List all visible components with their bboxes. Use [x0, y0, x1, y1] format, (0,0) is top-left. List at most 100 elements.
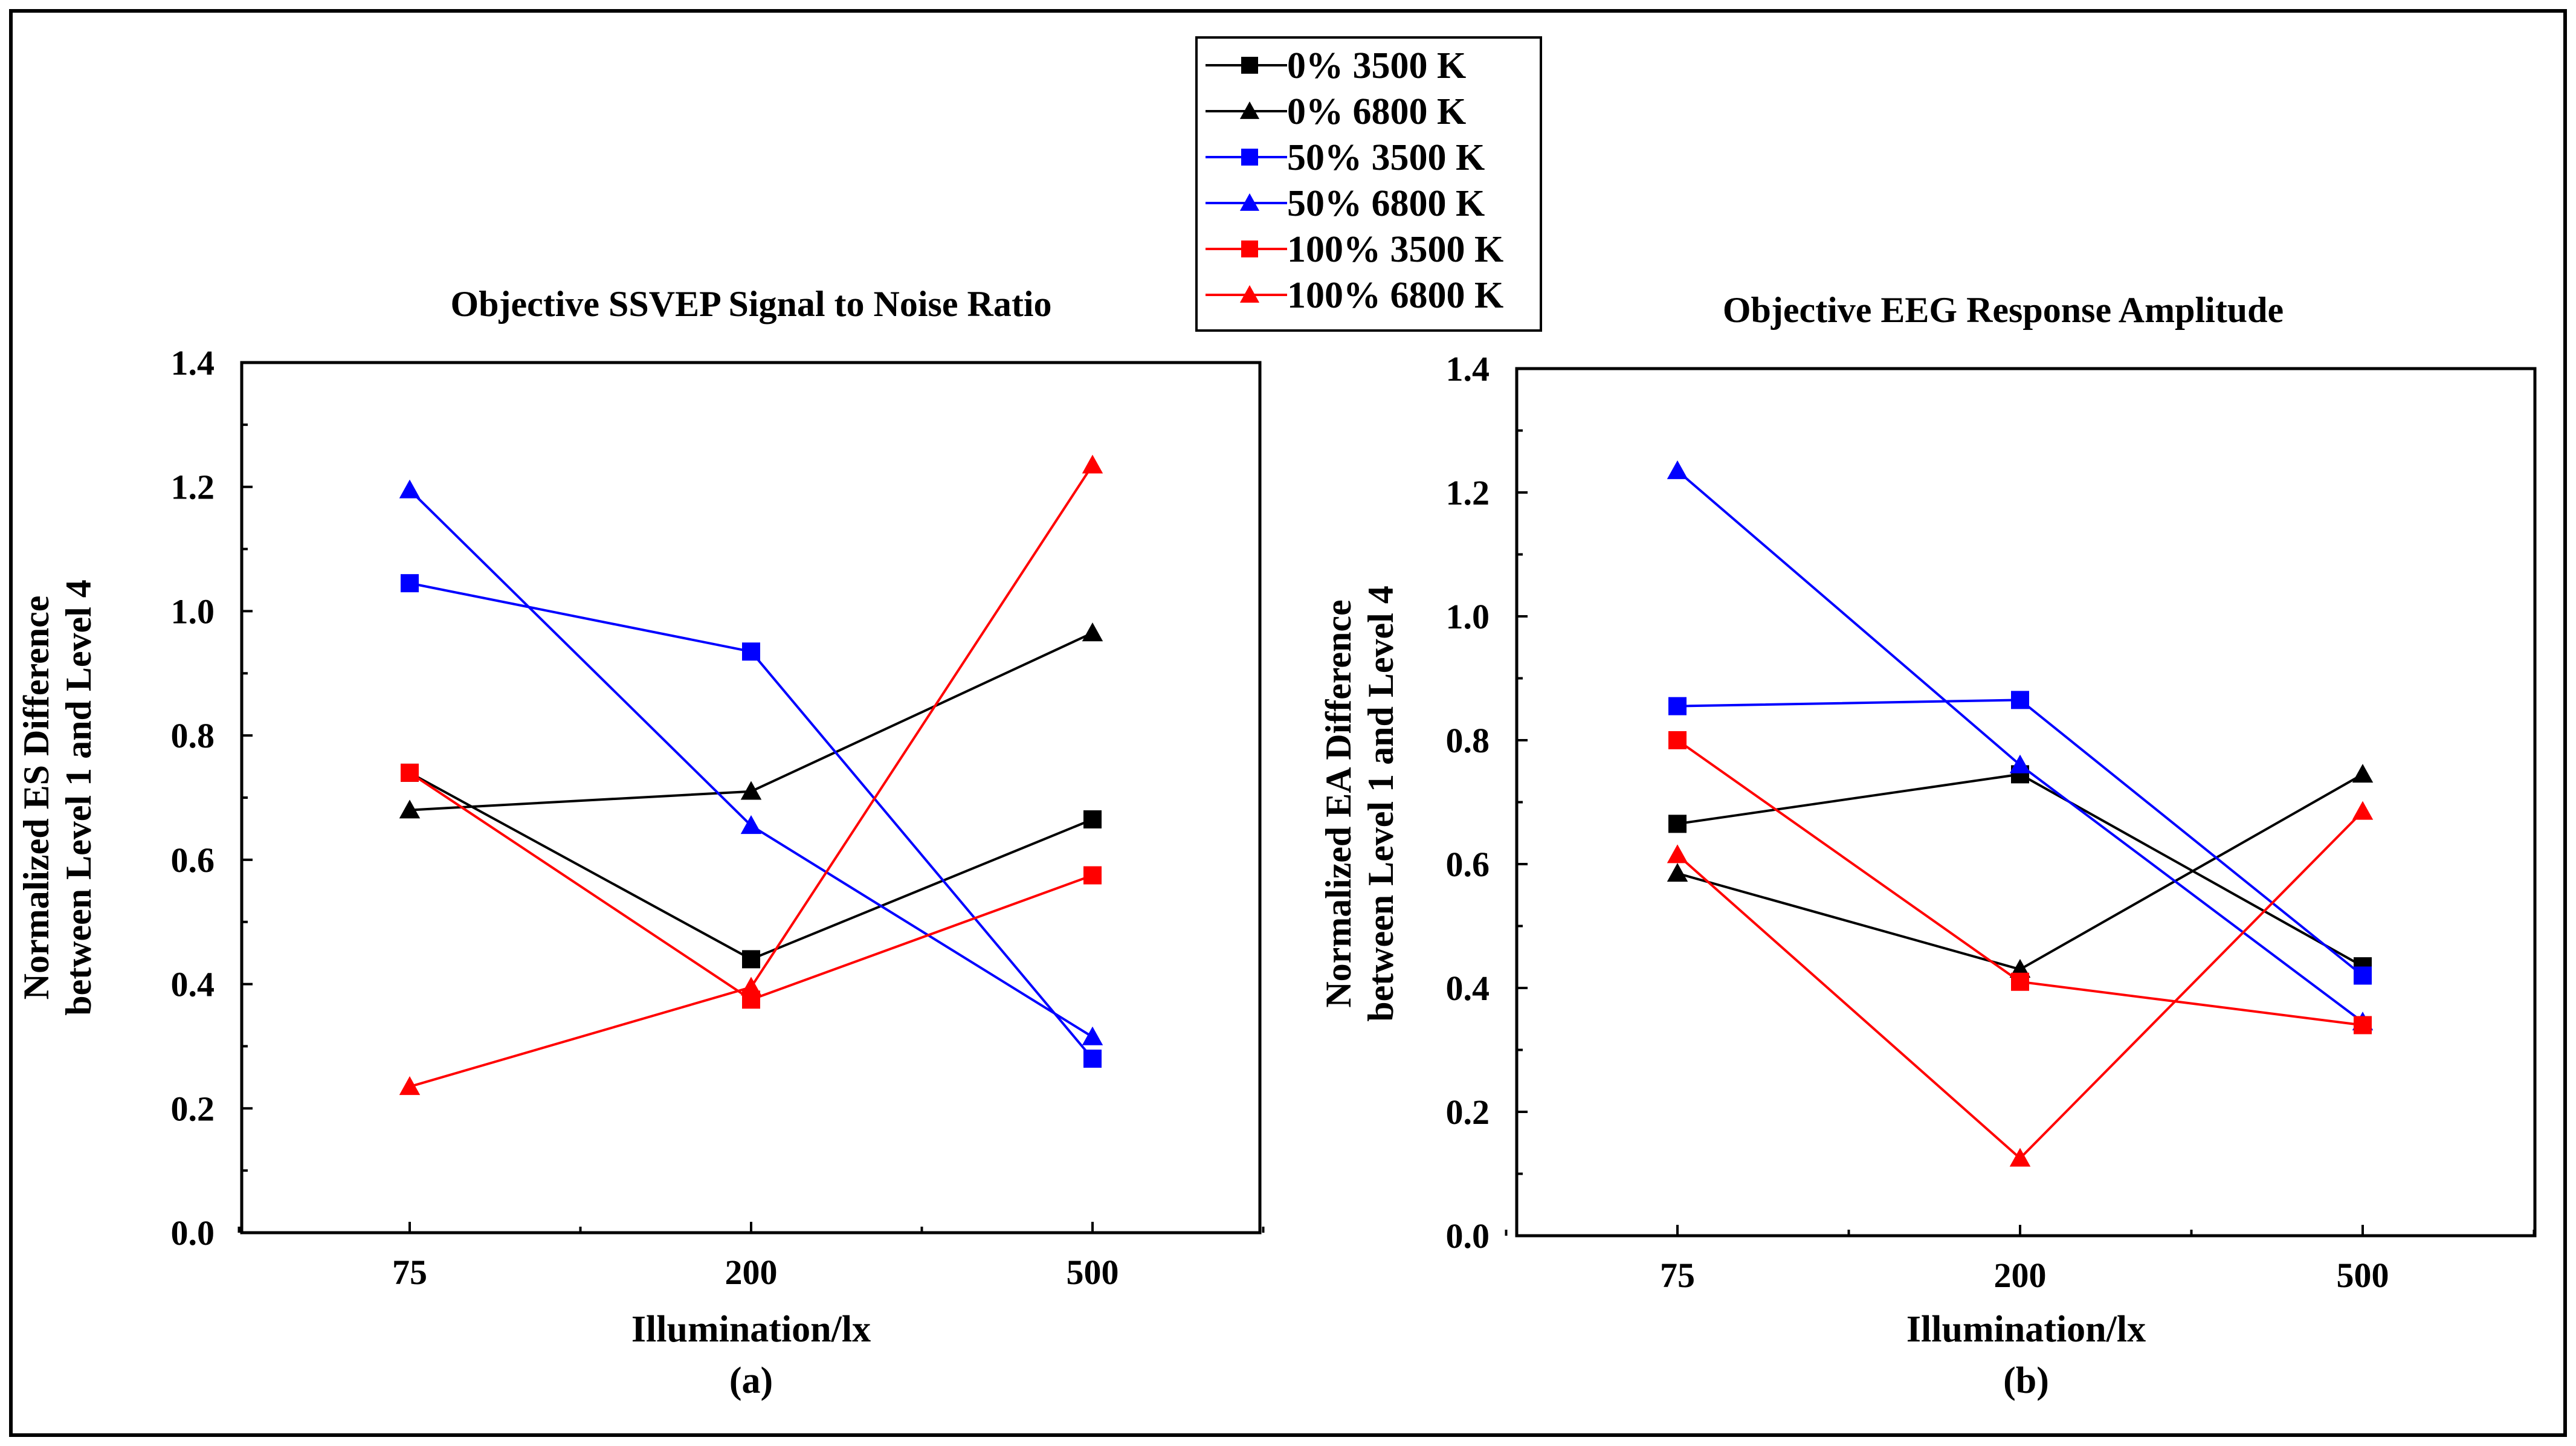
series-50-6800-k — [1667, 460, 2374, 1031]
legend-label: 100% 6800 K — [1287, 275, 1503, 316]
square-marker — [1083, 1050, 1102, 1068]
series-50-3500-k — [1668, 691, 2372, 985]
legend: 0% 3500 K 0% 6800 K 50% 3500 K 50% 6800 … — [1195, 36, 1542, 332]
triangle-marker — [1082, 622, 1103, 642]
xtick-label: 75 — [1660, 1256, 1695, 1295]
square-marker — [1241, 240, 1258, 257]
series-100-3500-k — [401, 763, 1102, 1009]
triangle-marker — [2009, 1147, 2031, 1167]
triangle-marker — [740, 976, 762, 996]
square-marker — [742, 950, 760, 969]
triangle-marker — [1082, 454, 1103, 474]
triangle-marker — [1239, 193, 1260, 211]
xtick-label: 200 — [725, 1253, 778, 1292]
chart-b-ticks — [1505, 367, 2536, 1237]
ytick-label: 1.2 — [171, 468, 215, 507]
triangle-marker — [1239, 285, 1260, 303]
xtick-label: 200 — [1994, 1256, 2047, 1295]
triangle-marker — [1239, 101, 1260, 119]
ytick-label: 0.0 — [1446, 1216, 1490, 1256]
ytick-label: 0.6 — [1446, 845, 1490, 884]
ytick-label: 1.4 — [1446, 349, 1490, 389]
series-line — [1677, 773, 2363, 967]
ytick-label: 0.2 — [1446, 1093, 1490, 1132]
series-50-6800-k — [399, 479, 1103, 1045]
triangle-marker — [399, 479, 421, 499]
chart-b-y-axis-label-line1: Normalized EA Difference — [1319, 599, 1358, 1007]
ytick-label: 0.8 — [171, 716, 215, 755]
legend-triangle-marker — [1239, 285, 1260, 303]
triangle-marker — [740, 781, 762, 800]
chart-b-plot-area — [1515, 367, 2537, 1238]
triangle-marker — [399, 799, 421, 819]
ytick-label: 1.0 — [171, 592, 215, 631]
legend-label: 0% 3500 K — [1287, 45, 1466, 86]
triangle-marker — [2009, 754, 2031, 773]
square-marker — [2354, 966, 2372, 985]
ytick-label: 1.0 — [1446, 597, 1490, 636]
ytick-label: 0.0 — [171, 1213, 215, 1253]
triangle-marker — [1667, 863, 1688, 882]
series-line — [1676, 470, 2364, 1023]
triangle-marker — [399, 1076, 421, 1096]
series-100-6800-k — [399, 454, 1103, 1096]
chart-a-title: Objective SSVEP Signal to Noise Ratio — [450, 284, 1051, 324]
chart-a-ticks — [237, 361, 1265, 1234]
legend-box — [1195, 36, 1542, 332]
legend-entry: 100% 3500 K — [1206, 229, 1503, 270]
chart-a-y-axis-label-line1: Normalized ES Difference — [16, 596, 56, 1000]
legend-triangle-marker — [1239, 193, 1260, 211]
triangle-marker — [740, 815, 762, 834]
legend-label: 50% 6800 K — [1287, 183, 1485, 224]
chart-a-y-axis-label-line2: between Level 1 and Level 4 — [59, 579, 98, 1016]
chart-a: Objective SSVEP Signal to Noise Ratio 0.… — [16, 284, 1265, 1401]
chart-b-title: Objective EEG Response Amplitude — [1723, 290, 2284, 330]
legend-entry: 50% 6800 K — [1206, 183, 1485, 224]
ytick-label: 1.4 — [171, 343, 215, 382]
triangle-marker — [2352, 801, 2374, 820]
ytick-label: 0.8 — [1446, 721, 1490, 760]
chart-b-ytick-labels: 0.0 0.2 0.4 0.6 0.8 1.0 1.2 1.4 — [1446, 349, 1490, 1256]
square-marker — [1083, 810, 1102, 828]
square-marker — [742, 642, 760, 661]
chart-b-caption: (b) — [2003, 1360, 2049, 1401]
xtick-label: 500 — [1067, 1253, 1119, 1292]
square-marker — [1241, 57, 1258, 74]
legend-entry: 0% 3500 K — [1206, 45, 1466, 86]
ytick-label: 0.2 — [171, 1089, 215, 1128]
square-marker — [1668, 697, 1687, 715]
chart-a-caption: (a) — [729, 1360, 773, 1401]
chart-b-xtick-labels: 75 200 500 — [1660, 1256, 2389, 1295]
square-marker — [2011, 972, 2029, 991]
chart-a-series — [399, 454, 1103, 1096]
figure-border — [9, 9, 2567, 1437]
triangle-marker — [1667, 844, 1688, 863]
legend-label: 100% 3500 K — [1287, 229, 1503, 270]
series-100-6800-k — [1667, 801, 2374, 1167]
series-line — [1677, 773, 2363, 971]
chart-b-y-axis-label-line2: between Level 1 and Level 4 — [1361, 586, 1401, 1022]
ytick-label: 0.6 — [171, 841, 215, 880]
legend-label: 50% 3500 K — [1287, 137, 1485, 178]
legend-entry: 100% 6800 K — [1206, 275, 1503, 316]
legend-entry: 50% 3500 K — [1206, 137, 1485, 178]
chart-b-series — [1667, 460, 2374, 1167]
series-100-3500-k — [1668, 731, 2372, 1034]
chart-b-x-axis-label: Illumination/lx — [1906, 1309, 2146, 1350]
series-0-6800-k — [399, 622, 1103, 819]
ytick-label: 1.2 — [1446, 473, 1490, 512]
xtick-label: 500 — [2337, 1256, 2389, 1295]
xtick-label: 75 — [392, 1253, 427, 1292]
square-marker — [1668, 731, 1687, 749]
ytick-label: 0.4 — [1446, 969, 1490, 1008]
series-line — [409, 772, 1093, 961]
square-marker — [401, 574, 419, 593]
square-marker — [1668, 815, 1687, 833]
triangle-marker — [1667, 460, 1688, 479]
ytick-label: 0.4 — [171, 965, 215, 1004]
triangle-marker — [1082, 1026, 1103, 1045]
series-50-3500-k — [401, 574, 1102, 1068]
chart-b: Objective EEG Response Amplitude 0.0 0.2… — [1319, 290, 2537, 1401]
square-marker — [401, 763, 419, 782]
